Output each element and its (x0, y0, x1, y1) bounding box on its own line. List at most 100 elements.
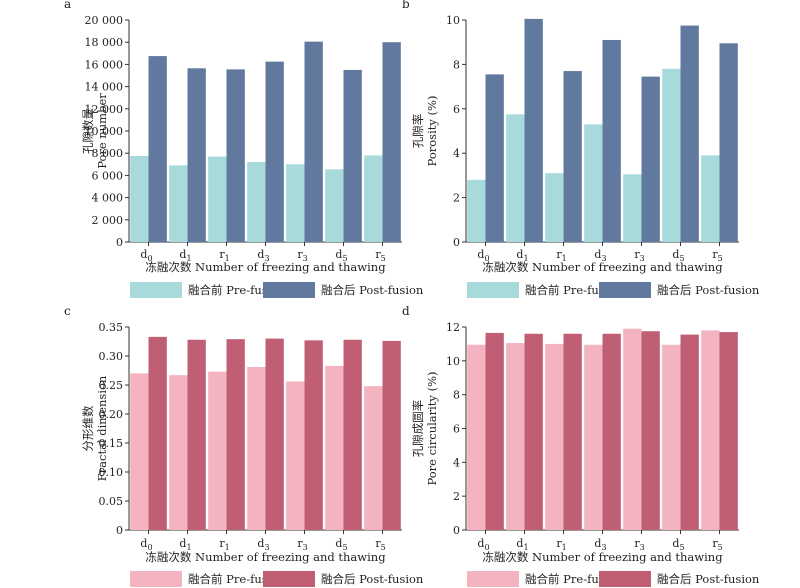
bar-pre-fusion-r1 (545, 173, 564, 242)
legend: 融合前 Pre-fusion 融合后 Post-fusion (467, 571, 760, 587)
y-tick-label: 4 (453, 456, 460, 469)
y-tick-label: 0 (116, 524, 123, 537)
y-tick-label: 0.30 (99, 350, 124, 363)
y-tick-label: 18 000 (85, 36, 124, 49)
y-tick-label: 0 (453, 524, 460, 537)
bar-pre-fusion-d1 (506, 343, 525, 530)
y-axis-title-en: Pore number (95, 93, 109, 169)
y-axis-title-cn: 孔隙率 (411, 114, 425, 149)
bar-pre-fusion-d5 (662, 68, 681, 242)
x-tick-label-d0: d0 (140, 537, 152, 552)
panel-label: b (402, 0, 410, 11)
bar-pre-fusion-d5 (325, 365, 344, 530)
y-tick-label: 0.10 (99, 466, 124, 479)
y-tick-label: 0.35 (99, 321, 124, 334)
bar-pre-fusion-d0 (130, 373, 149, 530)
bar-pre-fusion-d5 (325, 169, 344, 242)
y-tick-label: 10 000 (85, 125, 124, 138)
bar-pre-fusion-r5 (364, 386, 383, 530)
bar-post-fusion-d3 (602, 39, 621, 243)
y-tick-label: 4 000 (92, 192, 124, 205)
bar-post-fusion-r3 (304, 340, 323, 530)
legend-label: 融合前 Pre-fusion (525, 283, 623, 297)
y-axis-title-en: Pore circularity (%) (425, 371, 439, 485)
bar-pre-fusion-d3 (584, 124, 603, 242)
y-tick-label: 8 (453, 58, 460, 71)
legend-swatch (263, 282, 315, 298)
bar-pre-fusion-r3 (286, 381, 305, 530)
bar-pre-fusion-r5 (701, 330, 720, 530)
y-axis-title-cn: 分形维数 (81, 405, 95, 451)
y-axis-title-en: Fractal dimension (95, 375, 109, 481)
bar-post-fusion-d0 (485, 332, 504, 530)
bar-pre-fusion-d3 (584, 344, 603, 530)
y-tick-label: 12 (446, 321, 460, 334)
legend-swatch (263, 571, 315, 587)
x-tick-label-r3: r3 (634, 537, 644, 552)
bar-post-fusion-d0 (148, 56, 167, 243)
x-tick-label-d3: d3 (594, 537, 606, 552)
bar-pre-fusion-d0 (467, 179, 486, 242)
y-axis-title: 孔隙数量Pore number (81, 93, 109, 169)
bar-pre-fusion-r5 (701, 155, 720, 242)
bar-post-fusion-d1 (187, 339, 206, 530)
y-tick-label: 8 000 (92, 147, 124, 160)
bar-pre-fusion-d0 (467, 344, 486, 530)
panel-label: d (402, 304, 410, 318)
bar-pre-fusion-d5 (662, 344, 681, 530)
legend-label: 融合后 Post-fusion (657, 572, 760, 586)
bar-pre-fusion-r3 (623, 328, 642, 530)
y-tick-label: 0.05 (99, 495, 124, 508)
bar-pre-fusion-d0 (130, 155, 149, 242)
x-tick-label-d5: d5 (335, 248, 347, 263)
x-tick-label-r1: r1 (556, 537, 566, 552)
x-tick-label-r5: r5 (375, 248, 385, 263)
legend-label: 融合前 Pre-fusion (188, 572, 286, 586)
bar-pre-fusion-r3 (623, 174, 642, 242)
bar-post-fusion-r5 (719, 332, 738, 530)
y-tick-label: 2 000 (92, 214, 124, 227)
bar-post-fusion-r1 (563, 71, 582, 242)
legend-swatch (599, 282, 651, 298)
legend-label: 融合后 Post-fusion (321, 572, 424, 586)
legend-swatch (599, 571, 651, 587)
x-tick-label-d3: d3 (594, 248, 606, 263)
x-tick-label-d1: d1 (179, 248, 191, 263)
panel-label: a (64, 0, 71, 11)
x-tick-label-d1: d1 (516, 537, 528, 552)
y-tick-label: 16 000 (85, 58, 124, 71)
x-tick-label-r1: r1 (556, 248, 566, 263)
bar-post-fusion-d3 (602, 333, 621, 530)
bar-post-fusion-r1 (226, 339, 245, 530)
x-tick-label-r5: r5 (712, 537, 722, 552)
bar-post-fusion-d5 (343, 339, 362, 530)
chart-panel-b: b 0 2 4 6 8 10 d0 d1 r1 d3 r3 d5 r5 孔隙率Porosity (%) 冻融次… (402, 0, 760, 298)
x-tick-label-d0: d0 (477, 248, 489, 263)
y-axis-title-cn: 孔隙数量 (81, 108, 95, 154)
x-tick-label-d3: d3 (257, 248, 269, 263)
bar-post-fusion-r1 (226, 69, 245, 243)
bar-pre-fusion-r3 (286, 164, 305, 242)
x-tick-label-r3: r3 (297, 248, 307, 263)
y-tick-label: 6 (453, 423, 460, 436)
legend: 融合前 Pre-fusion 融合后 Post-fusion (467, 282, 760, 298)
y-axis-title-en: Porosity (%) (425, 96, 439, 167)
legend-swatch (467, 571, 519, 587)
bar-pre-fusion-r1 (208, 156, 227, 242)
x-tick-label-r3: r3 (634, 248, 644, 263)
bar-post-fusion-r3 (304, 41, 323, 242)
x-axis-title: 冻融次数 Number of freezing and thawing (482, 550, 723, 564)
x-tick-label-d1: d1 (516, 248, 528, 263)
y-tick-label: 0.25 (99, 379, 124, 392)
y-tick-label: 8 (453, 389, 460, 402)
y-tick-label: 0.15 (99, 437, 124, 450)
legend: 融合前 Pre-fusion 融合后 Post-fusion (130, 282, 424, 298)
legend-label: 融合后 Post-fusion (321, 283, 424, 297)
x-tick-label-r1: r1 (219, 248, 229, 263)
x-tick-label-d0: d0 (140, 248, 152, 263)
x-tick-label-r3: r3 (297, 537, 307, 552)
legend-swatch (130, 282, 182, 298)
y-tick-label: 10 (446, 355, 460, 368)
